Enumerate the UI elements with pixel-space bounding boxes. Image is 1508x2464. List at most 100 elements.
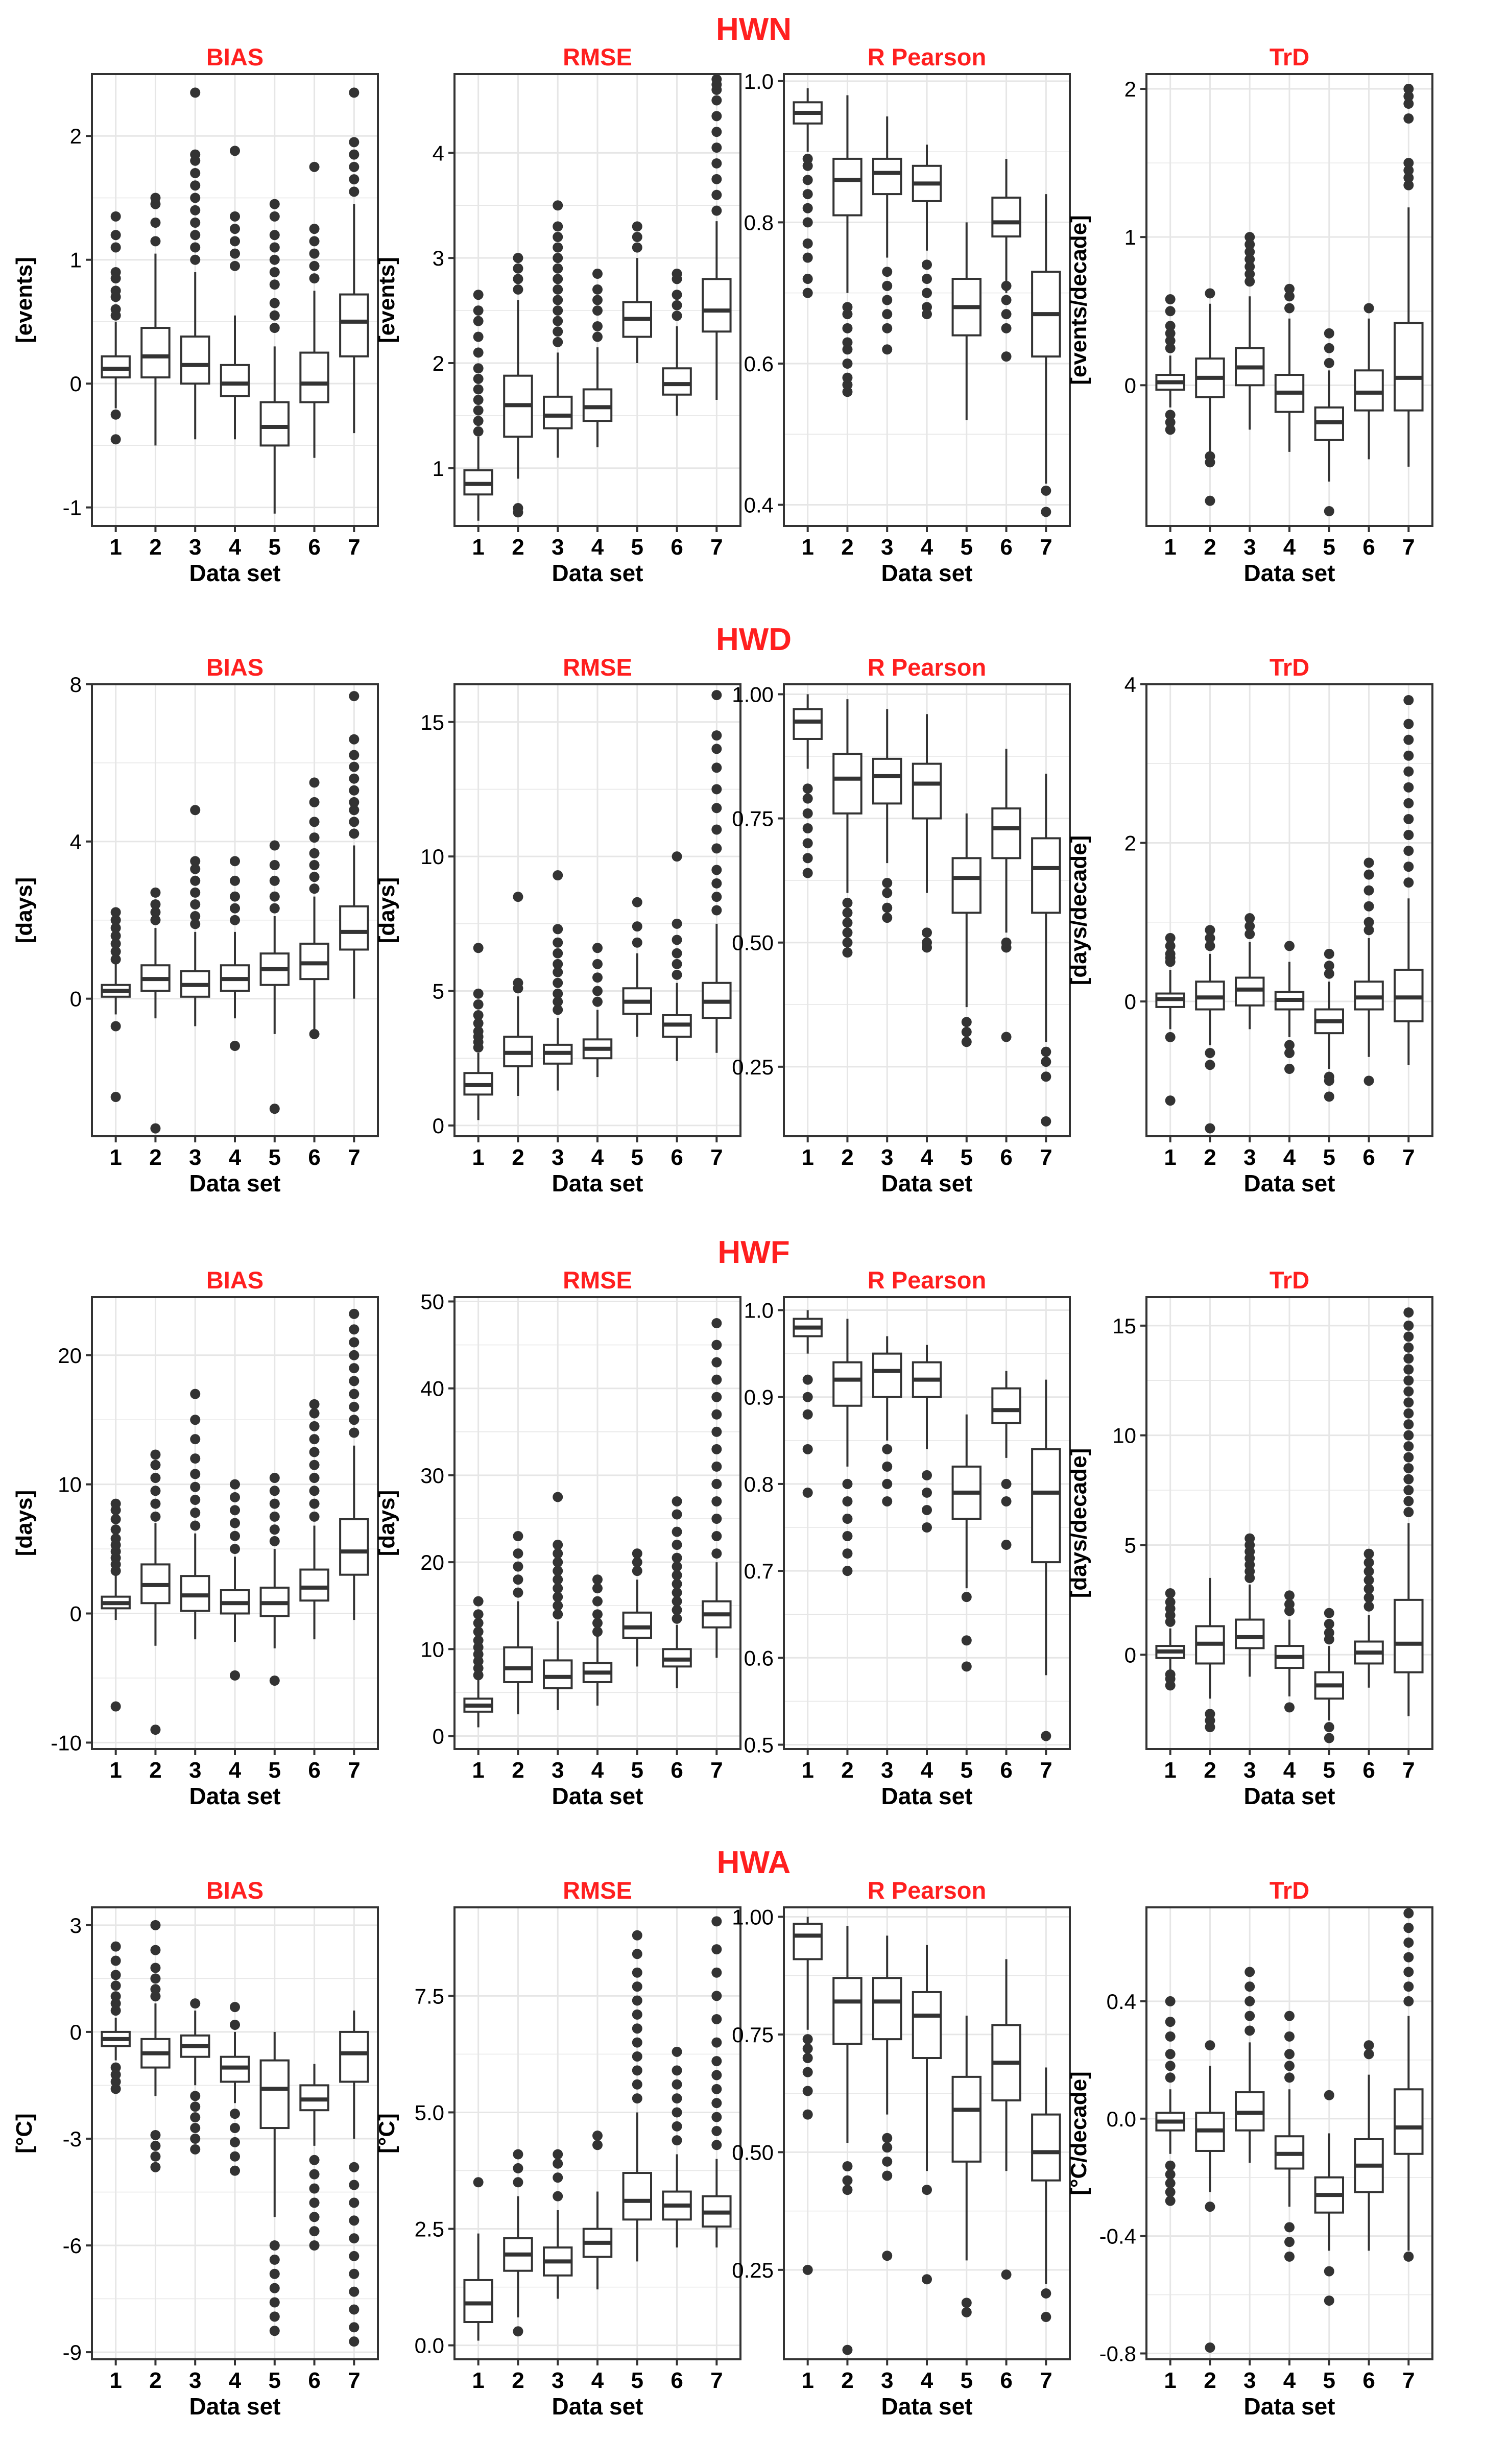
- outlier-point: [1165, 1032, 1176, 1042]
- y-tick-label: 1.0: [744, 69, 774, 93]
- panel-title: RMSE: [563, 43, 632, 70]
- outlier-point: [592, 2140, 603, 2150]
- panel-hwn-r-pearson: R Pearson 0.4 0.6 0.8 1.0 1 2 3 4 5 6 7 Data set: [744, 43, 1071, 586]
- outlier-point: [842, 2345, 853, 2355]
- outlier-point: [632, 221, 642, 232]
- outlier-point: [1165, 2049, 1176, 2060]
- index-title: HWA: [717, 1845, 791, 1880]
- y-tick-label: 0: [70, 987, 82, 1011]
- x-tick-label: 3: [189, 535, 201, 560]
- outlier-point: [150, 1449, 161, 1460]
- outlier-point: [553, 274, 563, 284]
- box-7: [702, 1318, 732, 1658]
- outlier-point: [1403, 1452, 1414, 1463]
- y-tick-label: 2.5: [415, 2217, 444, 2241]
- outlier-point: [473, 416, 484, 426]
- y-tick-label: 8: [70, 673, 82, 697]
- outlier-point: [1324, 1091, 1334, 1102]
- outlier-point: [1165, 2169, 1176, 2180]
- outlier-point: [592, 943, 603, 953]
- outlier-point: [473, 305, 484, 316]
- outlier-point: [110, 242, 121, 253]
- outlier-point: [349, 2336, 360, 2347]
- box-6: [662, 851, 692, 1061]
- outlier-point: [349, 1324, 360, 1335]
- outlier-point: [711, 1531, 722, 1542]
- outlier-point: [269, 1104, 280, 1114]
- x-tick-label: 1: [801, 535, 813, 560]
- outlier-point: [711, 878, 722, 889]
- box-iqr: [793, 1923, 823, 1960]
- y-tick-label: 4: [433, 141, 444, 165]
- outlier-point: [711, 2037, 722, 2048]
- outlier-point: [1324, 1619, 1334, 1630]
- outlier-point: [802, 252, 813, 263]
- x-tick-label: 3: [189, 1758, 201, 1783]
- box-5: [951, 813, 982, 1047]
- outlier-point: [110, 1524, 121, 1535]
- box-1: [1155, 294, 1185, 435]
- box-4: [912, 1945, 942, 2285]
- outlier-point: [842, 1513, 853, 1524]
- outlier-point: [1403, 1364, 1414, 1375]
- outlier-point: [922, 302, 932, 313]
- outlier-point: [1165, 321, 1176, 331]
- outlier-point: [672, 1552, 682, 1563]
- outlier-point: [711, 2112, 722, 2122]
- outlier-point: [672, 1540, 682, 1550]
- x-tick-label: 1: [472, 1145, 484, 1170]
- x-tick-label: 1: [472, 1758, 484, 1783]
- outlier-point: [349, 828, 360, 839]
- box-6: [299, 2064, 329, 2251]
- outlier-point: [513, 1574, 523, 1585]
- outlier-point: [190, 1481, 201, 1492]
- outlier-point: [711, 690, 722, 701]
- outlier-point: [150, 2162, 161, 2172]
- outlier-point: [230, 224, 240, 234]
- y-tick-label: 50: [420, 1290, 444, 1314]
- outlier-point: [309, 872, 320, 882]
- outlier-point: [592, 1596, 603, 1607]
- outlier-point: [1403, 1996, 1414, 2006]
- outlier-point: [473, 1609, 484, 1620]
- box-7: [1031, 194, 1061, 517]
- outlier-point: [513, 274, 523, 284]
- x-tick-label: 7: [1040, 535, 1052, 560]
- outlier-point: [1403, 1386, 1414, 1397]
- outlier-point: [230, 856, 240, 867]
- y-tick-label: 10: [58, 1473, 82, 1497]
- box-3: [543, 1492, 573, 1710]
- outlier-point: [1041, 507, 1051, 517]
- outlier-point: [802, 793, 813, 804]
- x-tick-label: 6: [671, 2368, 683, 2393]
- x-tick-label: 1: [109, 535, 122, 560]
- outlier-point: [349, 1415, 360, 1425]
- outlier-point: [150, 887, 161, 898]
- outlier-point: [190, 1415, 201, 1425]
- x-tick-label: 7: [348, 1758, 360, 1783]
- outlier-point: [309, 224, 320, 234]
- outlier-point: [1324, 1722, 1334, 1733]
- outlier-point: [1165, 2072, 1176, 2083]
- outlier-point: [110, 938, 121, 949]
- outlier-point: [802, 1409, 813, 1420]
- x-tick-label: 4: [229, 1145, 242, 1170]
- x-tick-label: 7: [710, 535, 723, 560]
- outlier-point: [309, 1473, 320, 1483]
- outlier-point: [882, 888, 893, 898]
- x-tick-label: 2: [1204, 2368, 1216, 2393]
- outlier-point: [1363, 1566, 1374, 1577]
- outlier-point: [711, 843, 722, 854]
- box-2: [503, 253, 533, 518]
- box-2: [503, 2149, 533, 2337]
- outlier-point: [269, 2240, 280, 2251]
- x-tick-label: 4: [1283, 1145, 1296, 1170]
- outlier-point: [711, 2070, 722, 2080]
- box-iqr: [872, 757, 902, 805]
- x-tick-label: 2: [149, 535, 161, 560]
- outlier-point: [150, 899, 161, 910]
- box-1: [101, 211, 131, 445]
- y-tick-label: 1.0: [744, 1299, 774, 1323]
- outlier-point: [632, 1930, 642, 1941]
